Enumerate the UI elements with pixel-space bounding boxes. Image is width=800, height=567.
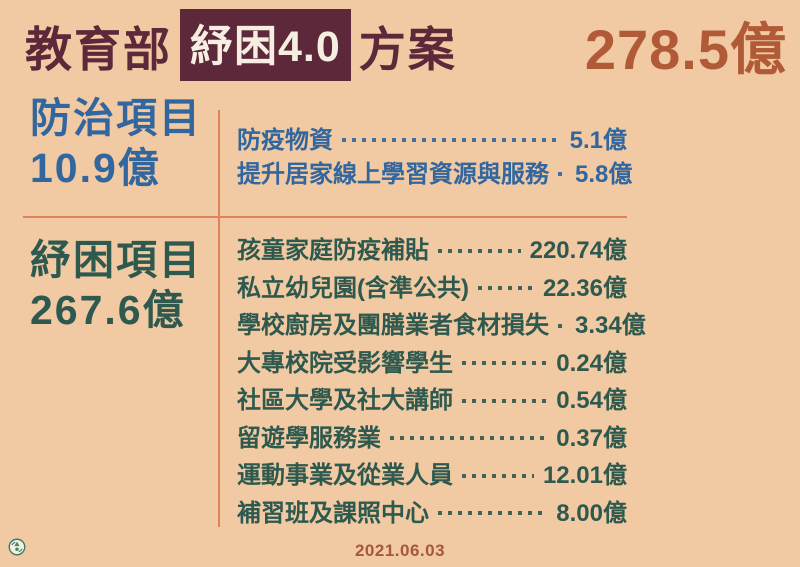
dotted-leader: [462, 361, 548, 366]
program-badge: 紓困4.0: [180, 9, 351, 81]
item-value: 12.01億: [542, 462, 627, 490]
moe-emblem-icon: [8, 538, 26, 556]
vertical-divider: [218, 110, 220, 527]
item-label: 防疫物資: [237, 126, 333, 154]
list-item: 社區大學及社大講師 0.54億: [237, 379, 627, 417]
dotted-leader: [390, 436, 548, 441]
header: 教育部 紓困4.0 方案 278.5億: [25, 9, 787, 81]
item-value: 8.00億: [556, 499, 627, 527]
relief-item-list: 孩童家庭防疫補貼 220.74億 私立幼兒園(含準公共) 22.36億 學校廚房…: [237, 229, 646, 530]
dotted-leader: [558, 323, 566, 328]
section-prevention-label: 防治項目 10.9億: [30, 93, 202, 193]
item-value: 5.8億: [575, 160, 633, 188]
section-subtotal: 267.6億: [30, 287, 186, 334]
publish-date: 2021.06.03: [354, 541, 446, 560]
item-label: 孩童家庭防疫補貼: [237, 237, 429, 265]
item-label: 大專校院受影響學生: [237, 349, 453, 377]
item-value: 22.36億: [542, 274, 627, 302]
item-label: 學校廚房及團膳業者食材損失: [237, 312, 549, 340]
dotted-leader: [462, 473, 534, 478]
total-amount: 278.5億: [584, 17, 787, 81]
list-item: 私立幼兒園(含準公共) 22.36億: [237, 267, 627, 305]
dotted-leader: [438, 511, 548, 516]
agency-title: 教育部: [25, 22, 172, 76]
list-item: 提升居家線上學習資源與服務 5.8億: [237, 154, 632, 188]
item-label: 運動事業及從業人員: [237, 462, 453, 490]
list-item: 運動事業及從業人員 12.01億: [237, 454, 627, 492]
dotted-leader: [342, 138, 561, 142]
section-title: 紓困項目: [30, 237, 202, 283]
item-value: 5.1億: [569, 126, 627, 154]
item-value: 0.37億: [556, 424, 627, 452]
item-value: 0.54億: [556, 387, 627, 415]
section-title: 防治項目: [30, 95, 202, 141]
list-item: 補習班及課照中心 8.00億: [237, 492, 627, 530]
prevention-item-list: 防疫物資 5.1億 提升居家線上學習資源與服務 5.8億: [237, 120, 632, 188]
program-suffix: 方案: [358, 22, 457, 76]
list-item: 防疫物資 5.1億: [237, 120, 627, 154]
horizontal-divider: [23, 216, 627, 218]
item-label: 社區大學及社大講師: [237, 387, 453, 415]
section-relief-label: 紓困項目 267.6億: [30, 235, 202, 335]
item-value: 220.74億: [529, 237, 627, 265]
item-value: 0.24億: [556, 349, 627, 377]
list-item: 大專校院受影響學生 0.24億: [237, 342, 627, 380]
list-item: 孩童家庭防疫補貼 220.74億: [237, 229, 627, 267]
section-subtotal: 10.9億: [30, 145, 161, 192]
dotted-leader: [558, 172, 566, 176]
item-label: 提升居家線上學習資源與服務: [237, 160, 549, 188]
item-label: 私立幼兒園(含準公共): [237, 274, 469, 302]
dotted-leader: [477, 286, 534, 291]
item-label: 補習班及課照中心: [237, 499, 429, 527]
item-value: 3.34億: [575, 312, 646, 340]
list-item: 留遊學服務業 0.37億: [237, 417, 627, 455]
dotted-leader: [462, 398, 548, 403]
dotted-leader: [438, 248, 521, 253]
list-item: 學校廚房及團膳業者食材損失 3.34億: [237, 304, 646, 342]
item-label: 留遊學服務業: [237, 424, 381, 452]
